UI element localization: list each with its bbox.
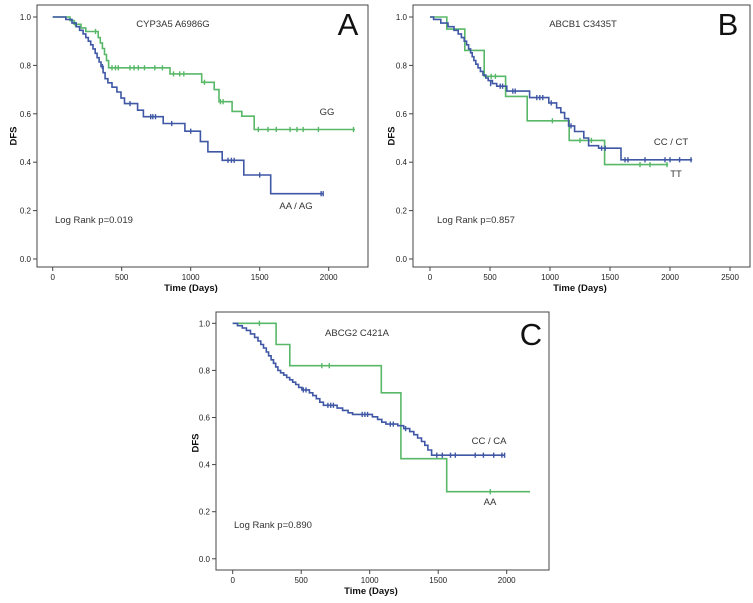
x-tick-label: 500 — [483, 273, 497, 282]
panel-b-plot: 0 500 1000 1500 2000 2500 1.0 0.8 0.6 0.4 0.2 0.0 — [396, 4, 751, 282]
panel-a-logrank: Log Rank p=0.019 — [55, 215, 133, 226]
series-aa-ag-curve — [52, 16, 324, 195]
panel-b-letter: B — [717, 7, 739, 42]
x-tick-label: 2000 — [498, 576, 516, 585]
y-tick-label: 0.8 — [199, 366, 211, 375]
y-tick-label: 0.4 — [396, 158, 408, 167]
y-tick-label: 0.2 — [396, 207, 408, 216]
panel-b-frame — [412, 4, 751, 268]
panel-c-xaxis-title: Time (Days) — [344, 586, 398, 597]
series-cc-ca-censor-marks — [302, 387, 506, 458]
x-tick-label: 2000 — [661, 273, 679, 282]
panel-a-plot: 0 500 1000 1500 2000 1.0 0.8 0.6 0.4 0.2 0.0 — [20, 4, 369, 282]
series-aa-ag-censor-marks — [101, 64, 324, 197]
y-tick-label: 0.6 — [396, 110, 408, 119]
series-label-cc-ca: CC / CA — [471, 436, 507, 447]
series-label-cc-ct: CC / CT — [653, 137, 689, 148]
series-cc-ct-curve — [430, 16, 693, 161]
panel-c-logrank: Log Rank p=0.890 — [234, 520, 312, 531]
panel-a-title: CYP3A5 A6986G — [136, 19, 210, 30]
series-label-tt: TT — [670, 169, 682, 180]
y-tick-label: 0.6 — [199, 414, 211, 423]
x-tick-label: 1000 — [361, 576, 379, 585]
y-tick-label: 0.4 — [20, 158, 32, 167]
series-label-aa: AA — [483, 497, 497, 508]
panel-b-logrank: Log Rank p=0.857 — [437, 215, 515, 226]
series-label-aa-ag: AA / AG — [279, 201, 313, 212]
panel-a-xaxis-title: Time (Days) — [164, 283, 218, 294]
y-tick-label: 0.4 — [199, 461, 211, 470]
x-tick-label: 2000 — [320, 273, 338, 282]
series-gg-curve — [52, 16, 355, 131]
y-tick-label: 1.0 — [20, 13, 32, 22]
panel-a-letter: A — [337, 7, 359, 42]
y-tick-label: 0.8 — [396, 61, 408, 70]
x-tick-label: 0 — [230, 576, 235, 585]
y-tick-label: 0.0 — [20, 255, 32, 264]
panel-b-xaxis-title: Time (Days) — [553, 283, 607, 294]
x-tick-label: 500 — [115, 273, 129, 282]
y-tick-label: 0.0 — [199, 555, 211, 564]
panel-a-frame — [36, 4, 369, 268]
panel-c-yaxis-title: DFS — [190, 433, 202, 453]
y-tick-label: 1.0 — [199, 319, 211, 328]
panel-c-plot: 0 500 1000 1500 2000 1.0 0.8 0.6 0.4 0.2 0.0 — [199, 311, 550, 585]
panel-c-letter: C — [519, 317, 543, 352]
x-tick-label: 2500 — [721, 273, 739, 282]
panel-a-yaxis-title: DFS — [8, 126, 20, 146]
series-tt-censor-marks — [490, 73, 668, 168]
y-tick-label: 0.6 — [20, 110, 32, 119]
series-aa-curve — [232, 322, 530, 493]
y-tick-label: 0.0 — [396, 255, 408, 264]
series-aa-censor-marks — [258, 320, 491, 495]
panel-b-title: ABCB1 C3435T — [549, 19, 617, 30]
y-tick-label: 0.8 — [20, 61, 32, 70]
x-tick-label: 0 — [50, 273, 55, 282]
x-tick-label: 1000 — [182, 273, 200, 282]
y-tick-label: 1.0 — [396, 13, 408, 22]
y-tick-label: 0.2 — [20, 207, 32, 216]
panel-b-yaxis-title: DFS — [386, 126, 398, 146]
series-label-gg: GG — [319, 107, 335, 118]
x-tick-label: 500 — [295, 576, 309, 585]
y-tick-label: 0.2 — [199, 508, 211, 517]
x-tick-label: 1500 — [601, 273, 619, 282]
panel-c-title: ABCG2 C421A — [325, 328, 389, 339]
x-tick-label: 1000 — [541, 273, 559, 282]
series-cc-ct-censor-marks — [489, 81, 692, 163]
x-tick-label: 0 — [428, 273, 433, 282]
x-tick-label: 1500 — [429, 576, 447, 585]
x-tick-label: 1500 — [251, 273, 269, 282]
